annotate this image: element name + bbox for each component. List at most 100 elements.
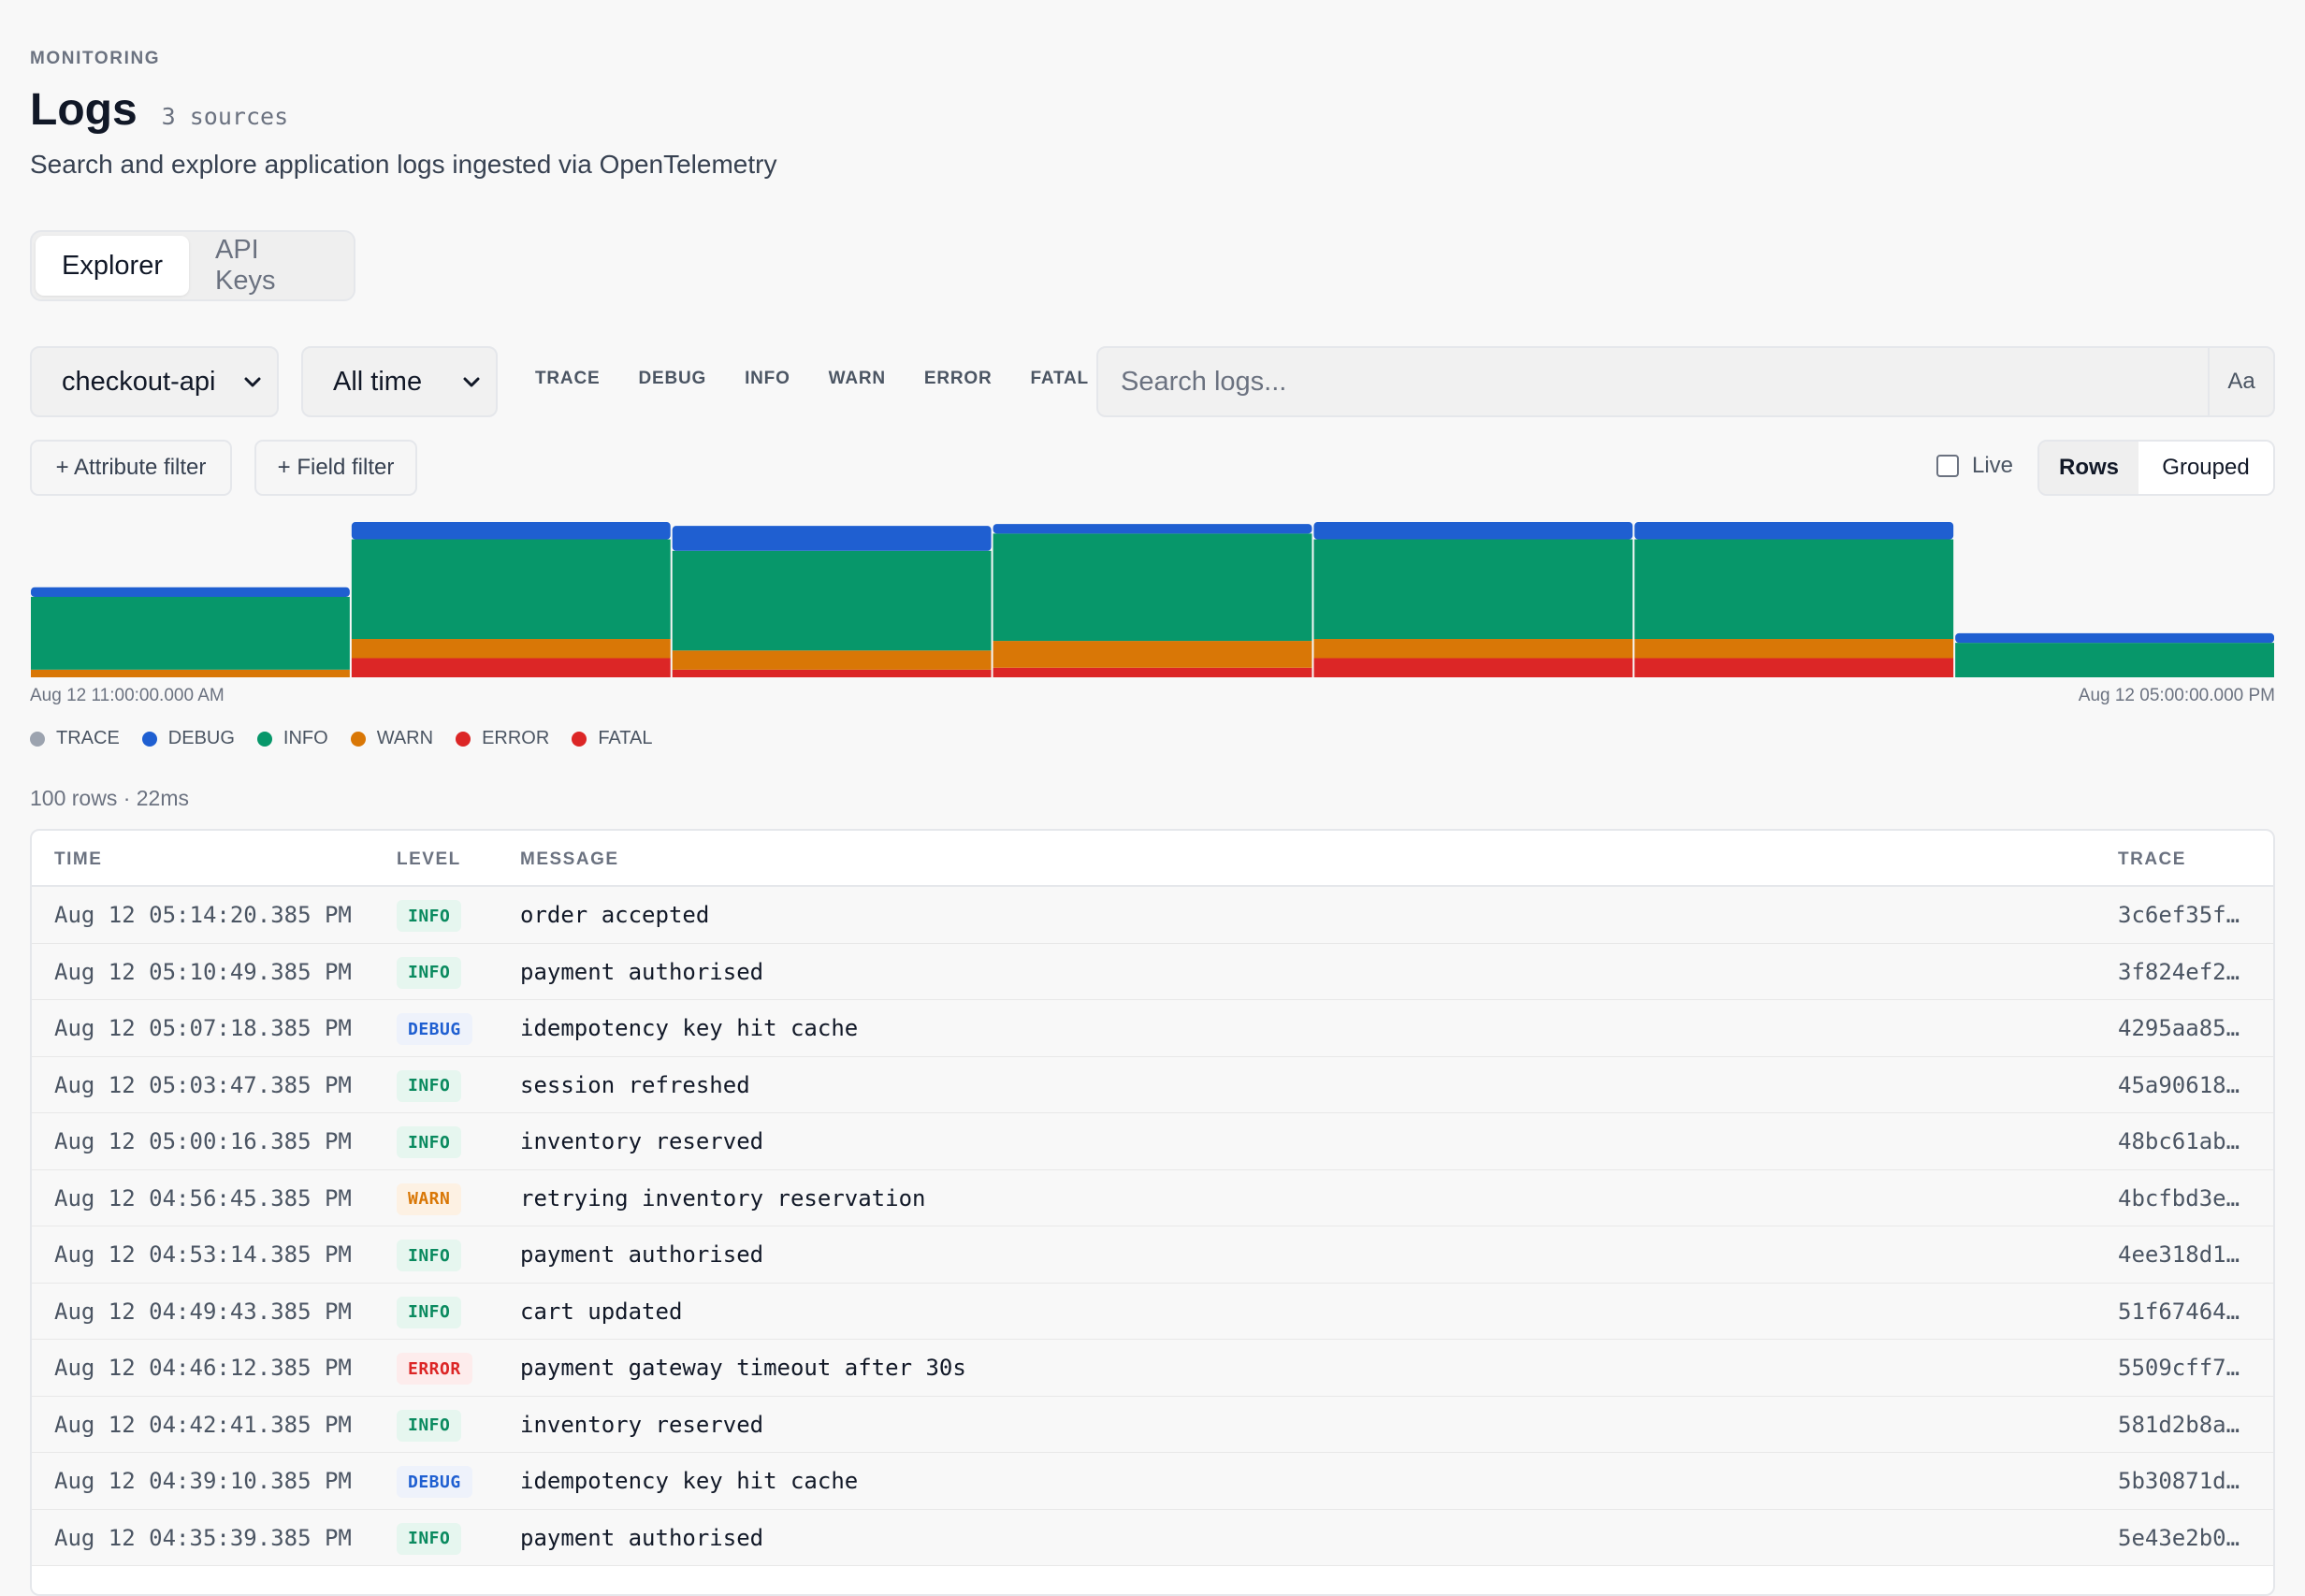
histogram-bar-warn[interactable] bbox=[31, 669, 350, 677]
table-row[interactable]: Aug 12 04:42:41.385 PM INFO inventory rese… bbox=[32, 1396, 2273, 1453]
table-row[interactable]: Aug 12 04:49:43.385 PM INFO cart updated 51… bbox=[32, 1283, 2273, 1340]
row-time: Aug 12 04:35:39.385 PM bbox=[54, 1524, 352, 1551]
column-header-trace[interactable]: TRACE bbox=[2118, 849, 2186, 869]
page-subtitle: Search and explore application logs inge… bbox=[30, 150, 777, 179]
legend-error-label: ERROR bbox=[482, 728, 550, 748]
row-trace-link[interactable]: 4bcfbd3e… bbox=[2118, 1184, 2240, 1212]
level-legend: TRACE DEBUG INFO WARN ERROR FATAL bbox=[30, 728, 674, 749]
table-row[interactable]: Aug 12 05:00:16.385 PM INFO inventory rese… bbox=[32, 1113, 2273, 1170]
search-input[interactable] bbox=[1098, 348, 2208, 415]
row-trace-link[interactable]: 4ee318d1… bbox=[2118, 1241, 2240, 1268]
histogram-bar-debug[interactable] bbox=[672, 526, 992, 551]
service-select-value: checkout-api bbox=[62, 366, 216, 397]
live-checkbox[interactable] bbox=[1936, 455, 1959, 477]
level-filter-debug[interactable]: DEBUG bbox=[638, 369, 707, 388]
histogram-bar-error[interactable] bbox=[1634, 658, 1954, 677]
row-trace-link[interactable]: 51f67464… bbox=[2118, 1298, 2240, 1325]
row-trace-link[interactable]: 3f824ef2… bbox=[2118, 958, 2240, 985]
level-filter-info[interactable]: INFO bbox=[745, 369, 790, 388]
sources-count: 3 sources bbox=[161, 103, 289, 130]
histogram-bar-warn[interactable] bbox=[672, 650, 992, 670]
histogram-bar-info[interactable] bbox=[1955, 643, 2274, 677]
case-sensitive-toggle[interactable]: Aa bbox=[2208, 348, 2273, 415]
legend-trace-label: TRACE bbox=[56, 728, 120, 748]
table-row[interactable]: Aug 12 05:10:49.385 PM INFO payment author… bbox=[32, 943, 2273, 1000]
histogram-bar-error[interactable] bbox=[351, 658, 671, 677]
histogram-bar-warn[interactable] bbox=[351, 639, 671, 659]
debug-dot-icon bbox=[141, 731, 157, 747]
histogram-bar-error[interactable] bbox=[1313, 658, 1633, 677]
legend-warn-label: WARN bbox=[376, 728, 434, 748]
histogram-bar-info[interactable] bbox=[1634, 539, 1954, 640]
row-trace-link[interactable]: 48bc61ab… bbox=[2118, 1128, 2240, 1154]
histogram-bar-info[interactable] bbox=[351, 539, 671, 640]
histogram-bar-warn[interactable] bbox=[1634, 639, 1954, 659]
row-message: retrying inventory reservation bbox=[520, 1184, 926, 1212]
title-row: Logs 3 sources bbox=[30, 84, 288, 136]
tab-bar: Explorer API Keys bbox=[30, 230, 355, 301]
time-range-select[interactable]: All time bbox=[301, 346, 498, 417]
table-row[interactable]: Aug 12 04:35:39.385 PM INFO payment author… bbox=[32, 1509, 2273, 1566]
row-trace-link[interactable]: 581d2b8a… bbox=[2118, 1411, 2240, 1438]
histogram-bar-info[interactable] bbox=[31, 596, 350, 670]
row-time: Aug 12 05:14:20.385 PM bbox=[54, 902, 352, 928]
table-row[interactable]: Aug 12 04:39:10.385 PM DEBUG idempotency k… bbox=[32, 1453, 2273, 1510]
attribute-filter-button[interactable]: + Attribute filter bbox=[30, 440, 232, 496]
histogram-bar-debug[interactable] bbox=[351, 522, 671, 540]
row-time: Aug 12 04:56:45.385 PM bbox=[54, 1184, 352, 1212]
legend-warn: WARN bbox=[350, 728, 434, 749]
histogram-bar-error[interactable] bbox=[672, 669, 992, 677]
histogram-bar-warn[interactable] bbox=[993, 641, 1312, 668]
level-filter-error[interactable]: ERROR bbox=[923, 369, 993, 388]
tab-explorer[interactable]: Explorer bbox=[36, 236, 189, 296]
log-volume-histogram[interactable] bbox=[30, 520, 2275, 677]
row-trace-link[interactable]: 3c6ef35f… bbox=[2118, 902, 2240, 928]
level-filter-fatal[interactable]: FATAL bbox=[1030, 369, 1089, 388]
histogram-bar-warn[interactable] bbox=[1313, 639, 1633, 659]
histogram-bar-debug[interactable] bbox=[993, 524, 1312, 534]
service-select[interactable]: checkout-api bbox=[30, 346, 279, 417]
level-filter-trace[interactable]: TRACE bbox=[535, 369, 601, 388]
error-dot-icon bbox=[456, 731, 471, 747]
column-header-time[interactable]: TIME bbox=[54, 849, 103, 869]
row-time: Aug 12 04:53:14.385 PM bbox=[54, 1241, 352, 1268]
histogram-bar-info[interactable] bbox=[1313, 539, 1633, 640]
field-filter-button[interactable]: + Field filter bbox=[254, 440, 417, 496]
row-trace-link[interactable]: 4295aa85… bbox=[2118, 1015, 2240, 1041]
column-header-message[interactable]: MESSAGE bbox=[520, 849, 619, 869]
histogram-bar-debug[interactable] bbox=[1634, 522, 1954, 540]
view-grouped-button[interactable]: Grouped bbox=[2138, 442, 2273, 494]
histogram-bar-info[interactable] bbox=[993, 533, 1312, 642]
level-badge: INFO bbox=[397, 1522, 462, 1555]
histogram-bar-debug[interactable] bbox=[31, 587, 350, 597]
chevron-down-icon bbox=[244, 377, 261, 387]
row-time: Aug 12 04:49:43.385 PM bbox=[54, 1298, 352, 1325]
row-trace-link[interactable]: 5509cff7… bbox=[2118, 1355, 2240, 1381]
level-badge: INFO bbox=[397, 1126, 462, 1158]
live-toggle[interactable]: Live bbox=[1936, 453, 2013, 479]
level-badge: INFO bbox=[397, 1240, 462, 1271]
level-filter-warn[interactable]: WARN bbox=[828, 369, 886, 388]
table-row[interactable]: Aug 12 05:14:20.385 PM INFO order accepted… bbox=[32, 887, 2273, 944]
row-message: idempotency key hit cache bbox=[520, 1468, 859, 1494]
table-row[interactable]: Aug 12 05:03:47.385 PM INFO session refres… bbox=[32, 1056, 2273, 1113]
table-row[interactable]: Aug 12 04:56:45.385 PM WARN retrying inven… bbox=[32, 1169, 2273, 1226]
histogram-bar-debug[interactable] bbox=[1313, 522, 1633, 540]
level-badge: DEBUG bbox=[397, 1466, 472, 1498]
histogram-bar-debug[interactable] bbox=[1955, 632, 2274, 644]
row-time: Aug 12 05:10:49.385 PM bbox=[54, 958, 352, 985]
histogram-bar-info[interactable] bbox=[672, 550, 992, 651]
table-row[interactable]: Aug 12 04:46:12.385 PM ERROR payment gatew… bbox=[32, 1340, 2273, 1397]
histogram-bar-error[interactable] bbox=[993, 667, 1312, 677]
table-row[interactable]: Aug 12 05:07:18.385 PM DEBUG idempotency k… bbox=[32, 1000, 2273, 1057]
row-time: Aug 12 05:07:18.385 PM bbox=[54, 1015, 352, 1041]
column-header-level[interactable]: LEVEL bbox=[397, 849, 461, 869]
row-trace-link[interactable]: 5b30871d… bbox=[2118, 1468, 2240, 1494]
row-trace-link[interactable]: 45a90618… bbox=[2118, 1071, 2240, 1098]
legend-info-label: INFO bbox=[283, 728, 328, 748]
row-trace-link[interactable]: 5e43e2b0… bbox=[2118, 1524, 2240, 1551]
tab-api-keys[interactable]: API Keys bbox=[215, 235, 276, 296]
table-row[interactable]: Aug 12 04:53:14.385 PM INFO payment author… bbox=[32, 1226, 2273, 1284]
view-rows-button[interactable]: Rows bbox=[2039, 442, 2138, 494]
row-message: payment authorised bbox=[520, 1524, 764, 1551]
